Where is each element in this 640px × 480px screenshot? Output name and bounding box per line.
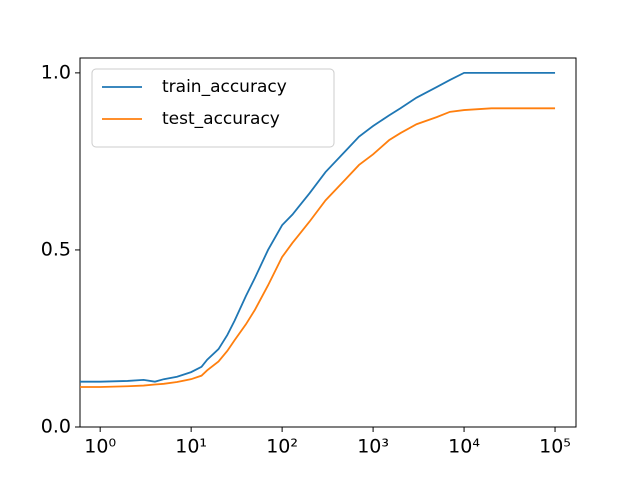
x-tick-label: 10² — [266, 436, 298, 458]
y-tick-label: 0.5 — [41, 238, 71, 260]
series-line — [80, 71, 556, 383]
y-tick-label: 0.0 — [41, 416, 71, 438]
legend-box — [91, 68, 335, 148]
y-tick-label: 1.0 — [41, 61, 71, 83]
legend-label: train_accuracy — [162, 77, 287, 97]
x-tick-label: 10³ — [357, 436, 389, 458]
legend-label: test_accuracy — [162, 109, 280, 129]
x-tick-label: 10⁵ — [539, 436, 571, 458]
plot-frame — [79, 57, 577, 428]
x-tick-label: 10¹ — [175, 436, 207, 458]
x-tick-label: 10⁰ — [84, 436, 116, 458]
x-tick-label: 10⁴ — [448, 436, 480, 458]
series-line — [80, 107, 556, 388]
